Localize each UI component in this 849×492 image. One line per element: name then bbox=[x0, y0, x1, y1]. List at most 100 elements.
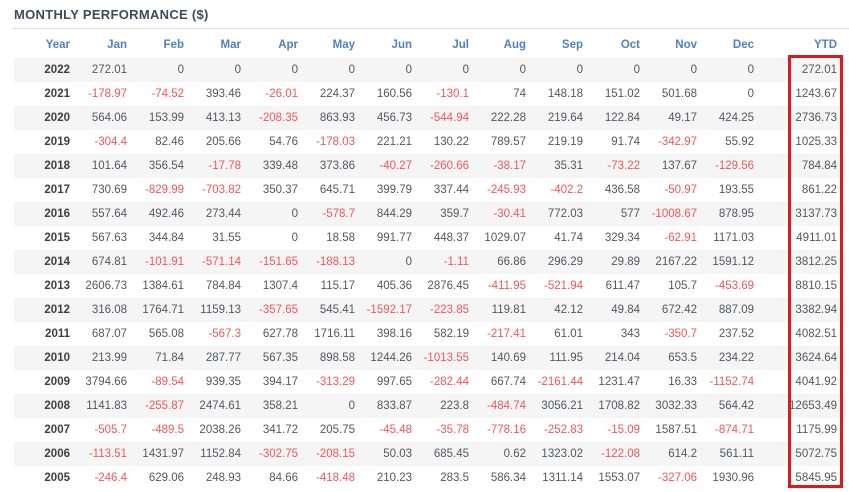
month-value-cell: 337.44 bbox=[433, 184, 469, 196]
month-value-cell: 1930.96 bbox=[712, 472, 754, 484]
month-value-cell: -304.4 bbox=[94, 136, 127, 148]
month-value-cell: -188.13 bbox=[303, 250, 360, 274]
month-value-cell: -223.85 bbox=[417, 298, 474, 322]
month-value-cell: 1141.83 bbox=[75, 394, 132, 418]
month-value-cell: 398.16 bbox=[376, 328, 412, 340]
month-value-cell: 316.08 bbox=[75, 298, 132, 322]
month-value-cell: 2167.22 bbox=[645, 250, 702, 274]
month-value-cell: 18.58 bbox=[326, 232, 355, 244]
month-value-cell: 1553.07 bbox=[598, 472, 640, 484]
column-header-aug: Aug bbox=[503, 39, 526, 51]
table-row: 2005 -246.4 629.06 248.93 84.66 -418.48 210.23… bbox=[14, 466, 845, 490]
month-value-cell: -35.78 bbox=[436, 424, 469, 436]
month-value-cell: 0 bbox=[417, 58, 474, 82]
month-value-cell: 0.62 bbox=[474, 442, 531, 466]
ytd-value-cell: 4082.51 bbox=[795, 328, 837, 340]
month-value-cell: 0 bbox=[189, 58, 246, 82]
table-header: Year Jan Feb Mar Apr May Jun Jul Aug Sep Oct Nov Dec… bbox=[14, 32, 845, 58]
year-cell: 2019 bbox=[44, 136, 70, 148]
month-value-cell: 373.86 bbox=[303, 154, 360, 178]
column-header-mar: Mar bbox=[220, 39, 241, 51]
ytd-value-cell: 3624.64 bbox=[759, 346, 845, 370]
month-value-cell: -567.3 bbox=[208, 328, 241, 340]
ytd-value-cell: 4911.01 bbox=[796, 232, 837, 244]
month-value-cell: 359.7 bbox=[417, 202, 474, 226]
month-value-cell: -778.16 bbox=[486, 424, 526, 436]
ytd-value-cell: 272.01 bbox=[759, 58, 845, 82]
month-value-cell: 221.21 bbox=[376, 136, 412, 148]
month-value-cell: 1152.84 bbox=[189, 442, 246, 466]
month-value-cell: 3056.21 bbox=[531, 394, 588, 418]
ytd-value-cell: 5845.95 bbox=[795, 472, 837, 484]
month-value-cell: 1323.02 bbox=[531, 442, 588, 466]
month-value-cell: -2161.44 bbox=[537, 376, 583, 388]
month-value-cell: 213.99 bbox=[75, 346, 132, 370]
year-cell: 2011 bbox=[45, 328, 70, 340]
month-value-cell: -1013.55 bbox=[417, 346, 474, 370]
ytd-value-cell: 1243.67 bbox=[795, 88, 837, 100]
title-divider bbox=[12, 28, 849, 29]
table-row: 2022 272.01 0 0 0 0 0 0 0 0 0 0 0 272.01 bbox=[14, 58, 845, 82]
month-value-cell: 1029.07 bbox=[484, 232, 526, 244]
month-value-cell: 887.09 bbox=[702, 298, 759, 322]
month-value-cell: 31.55 bbox=[212, 232, 241, 244]
table-row: 2019 -304.4 82.46 205.66 54.76 -178.03 221.21 1… bbox=[14, 130, 845, 154]
month-value-cell: -302.75 bbox=[246, 442, 303, 466]
month-value-cell: -313.29 bbox=[315, 376, 355, 388]
month-value-cell: 991.77 bbox=[376, 232, 412, 244]
month-value-cell: -350.7 bbox=[664, 328, 697, 340]
month-value-cell: 0 bbox=[747, 88, 754, 100]
month-value-cell: 341.72 bbox=[262, 424, 298, 436]
column-header-year: Year bbox=[45, 39, 70, 51]
year-cell: 2006 bbox=[14, 442, 75, 466]
ytd-value-cell: 3382.94 bbox=[759, 298, 845, 322]
month-value-cell: 564.06 bbox=[75, 106, 132, 130]
column-header-jun: Jun bbox=[391, 39, 412, 51]
year-cell: 2013 bbox=[44, 280, 70, 292]
monthly-performance-table: Year Jan Feb Mar Apr May Jun Jul Aug Sep Oct Nov Dec… bbox=[14, 32, 845, 490]
month-value-cell: 42.12 bbox=[531, 298, 588, 322]
month-value-cell: 492.46 bbox=[132, 202, 189, 226]
month-value-cell: 1708.82 bbox=[588, 394, 645, 418]
month-value-cell: 614.2 bbox=[645, 442, 702, 466]
month-value-cell: 561.11 bbox=[702, 442, 759, 466]
month-value-cell: -1.11 bbox=[417, 250, 474, 274]
ytd-value-cell: 4041.92 bbox=[795, 376, 837, 388]
month-value-cell: 0 bbox=[360, 58, 417, 82]
month-value-cell: 219.64 bbox=[531, 106, 588, 130]
ytd-value-cell: 12653.49 bbox=[759, 394, 845, 418]
month-value-cell: -357.65 bbox=[246, 298, 303, 322]
month-value-cell: 2474.61 bbox=[189, 394, 246, 418]
year-cell: 2008 bbox=[14, 394, 75, 418]
month-value-cell: 1244.26 bbox=[360, 346, 417, 370]
table-row: 2008 1141.83 -255.87 2474.61 358.21 0 833.87 22… bbox=[14, 394, 845, 418]
month-value-cell: 16.33 bbox=[668, 376, 697, 388]
table-row: 2017 730.69 -829.99 -703.82 350.37 645.71 399.… bbox=[14, 178, 845, 202]
month-value-cell: -484.74 bbox=[474, 394, 531, 418]
month-value-cell: 137.67 bbox=[645, 154, 702, 178]
month-value-cell: 339.48 bbox=[246, 154, 303, 178]
month-value-cell: 74 bbox=[513, 88, 526, 100]
month-value-cell: 789.57 bbox=[490, 136, 526, 148]
month-value-cell: -45.48 bbox=[379, 424, 412, 436]
month-value-cell: -89.54 bbox=[151, 376, 184, 388]
month-value-cell: 1231.47 bbox=[598, 376, 640, 388]
month-value-cell: -1152.74 bbox=[709, 376, 754, 388]
table-row: 2020 564.06 153.99 413.13 -208.35 863.93 456.7… bbox=[14, 106, 845, 130]
ytd-value-cell: 3812.25 bbox=[759, 250, 845, 274]
month-value-cell: 627.78 bbox=[262, 328, 298, 340]
month-value-cell: 501.68 bbox=[661, 88, 697, 100]
month-value-cell: -26.01 bbox=[265, 88, 298, 100]
month-value-cell: 350.37 bbox=[262, 184, 298, 196]
month-value-cell: 997.65 bbox=[376, 376, 412, 388]
month-value-cell: 287.77 bbox=[189, 346, 246, 370]
month-value-cell: 1591.12 bbox=[702, 250, 759, 274]
table-row: 2006 -113.51 1431.97 1152.84 -302.75 -208.15 5… bbox=[14, 442, 845, 466]
month-value-cell: -40.27 bbox=[360, 154, 417, 178]
month-value-cell: 0 bbox=[132, 58, 189, 82]
month-value-cell: 49.84 bbox=[588, 298, 645, 322]
month-value-cell: 674.81 bbox=[75, 250, 132, 274]
month-value-cell: 1311.14 bbox=[542, 472, 583, 484]
month-value-cell: 122.84 bbox=[588, 106, 645, 130]
month-value-cell: -38.17 bbox=[474, 154, 531, 178]
